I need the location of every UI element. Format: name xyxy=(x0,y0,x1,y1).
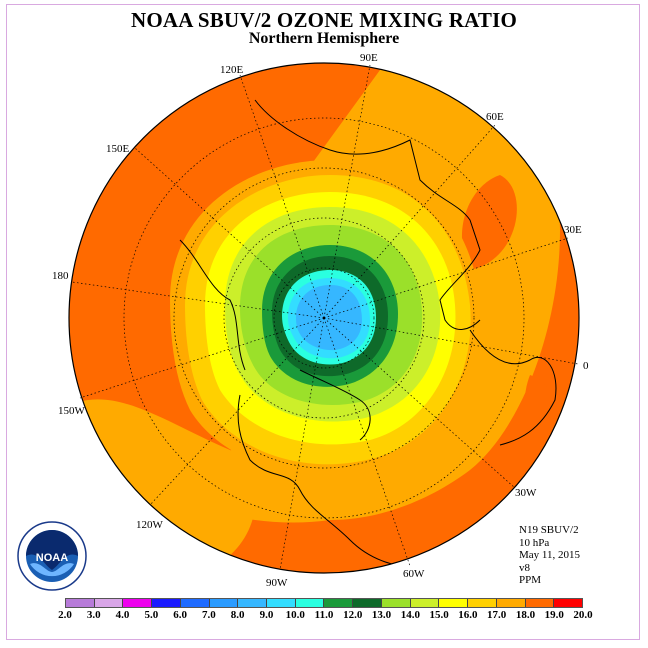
coastline-eurasia xyxy=(254,99,481,330)
colorbar-tick-label: 10.0 xyxy=(285,609,305,621)
lon-label-30w: 30W xyxy=(515,487,537,499)
ozone-field xyxy=(69,63,579,573)
colorbar-swatch xyxy=(410,599,440,607)
colorbar-swatch xyxy=(209,599,239,607)
colorbar-swatch xyxy=(468,599,497,607)
info-date: May 11, 2015 xyxy=(519,549,581,561)
colorbar-tick-label: 3.0 xyxy=(86,609,101,621)
colorbar-tick-label: 17.0 xyxy=(487,609,507,621)
info-units: PPM xyxy=(519,574,542,586)
lon-label-150w: 150W xyxy=(58,405,86,417)
colorbar-swatch xyxy=(525,599,555,607)
colorbar-tick-label: 20.0 xyxy=(573,609,593,621)
lon-label-120w: 120W xyxy=(136,519,164,531)
colorbar-swatch xyxy=(381,599,411,607)
colorbar-tick-label: 9.0 xyxy=(259,609,274,621)
colorbar xyxy=(65,598,583,608)
colorbar-tick-label: 6.0 xyxy=(173,609,187,621)
noaa-logo-text: NOAA xyxy=(36,552,68,564)
lon-label-180: 180 xyxy=(52,270,69,282)
colorbar-swatch xyxy=(295,599,325,607)
colorbar-tick-label: 4.0 xyxy=(115,609,130,621)
colorbar-swatch xyxy=(353,599,382,607)
info-satellite: N19 SBUV/2 xyxy=(519,524,579,536)
noaa-logo: NOAA xyxy=(17,521,87,591)
colorbar-swatch xyxy=(94,599,124,607)
hemisphere-border xyxy=(68,62,580,574)
colorbar-tick-label: 12.0 xyxy=(343,609,363,621)
colorbar-swatch xyxy=(496,599,526,607)
lon-label-150e: 150E xyxy=(106,143,130,155)
lon-label-120e: 120E xyxy=(220,64,244,76)
colorbar-tick-label: 14.0 xyxy=(400,609,420,621)
info-version: v8 xyxy=(519,561,530,574)
lon-label-60w: 60W xyxy=(403,568,425,580)
info-block: N19 SBUV/2 10 hPa May 11, 2015 v8 PPM xyxy=(519,524,580,587)
colorbar-swatch xyxy=(123,599,153,607)
lon-label-0: 0 xyxy=(583,360,589,372)
colorbar-tick-label: 7.0 xyxy=(202,609,216,621)
colorbar-tick-label: 18.0 xyxy=(515,609,536,621)
colorbar-swatch xyxy=(439,599,469,607)
latitude-circles xyxy=(123,117,525,519)
coastlines xyxy=(179,99,557,567)
contour-8 xyxy=(296,285,362,351)
map-title: NOAA SBUV/2 OZONE MIXING RATIO xyxy=(131,8,517,32)
colorbar-tick-label: 13.0 xyxy=(371,609,392,621)
colorbar-tick-label: 15.0 xyxy=(429,609,449,621)
figure-frame xyxy=(6,4,640,640)
contour-18-lobe xyxy=(461,175,517,270)
lon-label-30e: 30E xyxy=(564,224,582,236)
colorbar-swatch xyxy=(152,599,181,607)
map-subtitle: Northern Hemisphere xyxy=(248,30,400,47)
colorbar-swatch xyxy=(267,599,296,607)
colorbar-tick-label: 2.0 xyxy=(58,609,72,621)
colorbar-tick-label: 16.0 xyxy=(458,609,478,621)
colorbar-tick-label: 8.0 xyxy=(230,609,245,621)
lon-label-90e: 90E xyxy=(360,52,378,64)
coastline-siberia xyxy=(179,239,246,371)
coastline-africa xyxy=(469,329,557,446)
coastline-north-america xyxy=(237,394,421,567)
colorbar-swatch xyxy=(554,599,582,607)
colorbar-swatch xyxy=(180,599,210,607)
colorbar-ticks: 2.0 3.0 4.0 5.0 6.0 7.0 8.0 9.0 10.0 11.0 12.0 13.0… xyxy=(0,609,648,625)
colorbar-swatch xyxy=(66,599,95,607)
colorbar-tick-label: 11.0 xyxy=(314,609,334,621)
colorbar-swatch xyxy=(238,599,268,607)
lon-label-60e: 60E xyxy=(486,111,504,123)
info-level: 10 hPa xyxy=(519,536,550,549)
colorbar-swatch xyxy=(324,599,354,607)
meridians xyxy=(71,64,579,571)
colorbar-tick-label: 5.0 xyxy=(144,609,159,621)
lon-label-90w: 90W xyxy=(266,577,288,589)
coastline-greenland xyxy=(299,369,371,441)
colorbar-tick-label: 19.0 xyxy=(544,609,564,621)
